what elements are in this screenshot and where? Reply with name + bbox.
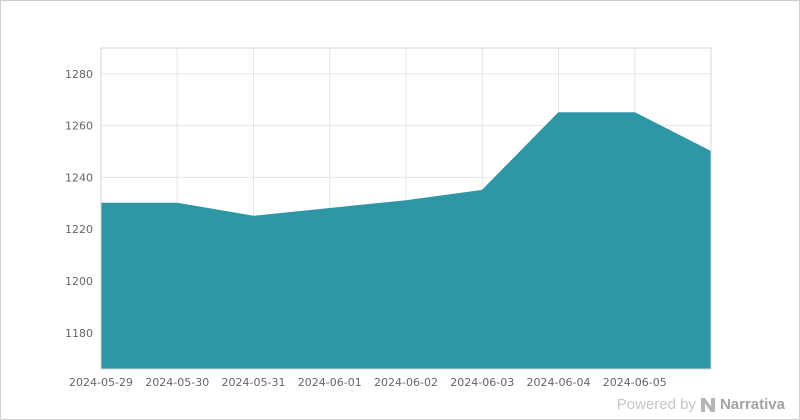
powered-by: Powered by Narrativa	[617, 397, 785, 412]
x-axis-label: 2024-06-01	[298, 376, 362, 389]
x-axis-label: 2024-05-31	[222, 376, 286, 389]
x-axis-label: 2024-05-29	[69, 376, 133, 389]
x-axis-label: 2024-06-02	[374, 376, 438, 389]
narrativa-logo-shape	[700, 397, 715, 412]
brand-name: Narrativa	[719, 396, 785, 413]
x-axis-label: 2024-06-04	[527, 376, 591, 389]
y-axis-label: 1220	[65, 223, 93, 236]
x-axis-label: 2024-05-30	[145, 376, 209, 389]
plot-border	[100, 47, 712, 370]
y-axis-label: 1260	[65, 120, 93, 133]
x-axis-label: 2024-06-05	[603, 376, 667, 389]
y-axis-label: 1240	[65, 171, 93, 184]
x-axis-label: 2024-06-03	[450, 376, 514, 389]
y-axis-label: 1200	[65, 275, 93, 288]
narrativa-logo-icon	[700, 397, 715, 412]
y-axis-label: 1280	[65, 68, 93, 81]
powered-by-text: Powered by	[616, 396, 696, 413]
y-axis-label: 1180	[65, 327, 93, 340]
